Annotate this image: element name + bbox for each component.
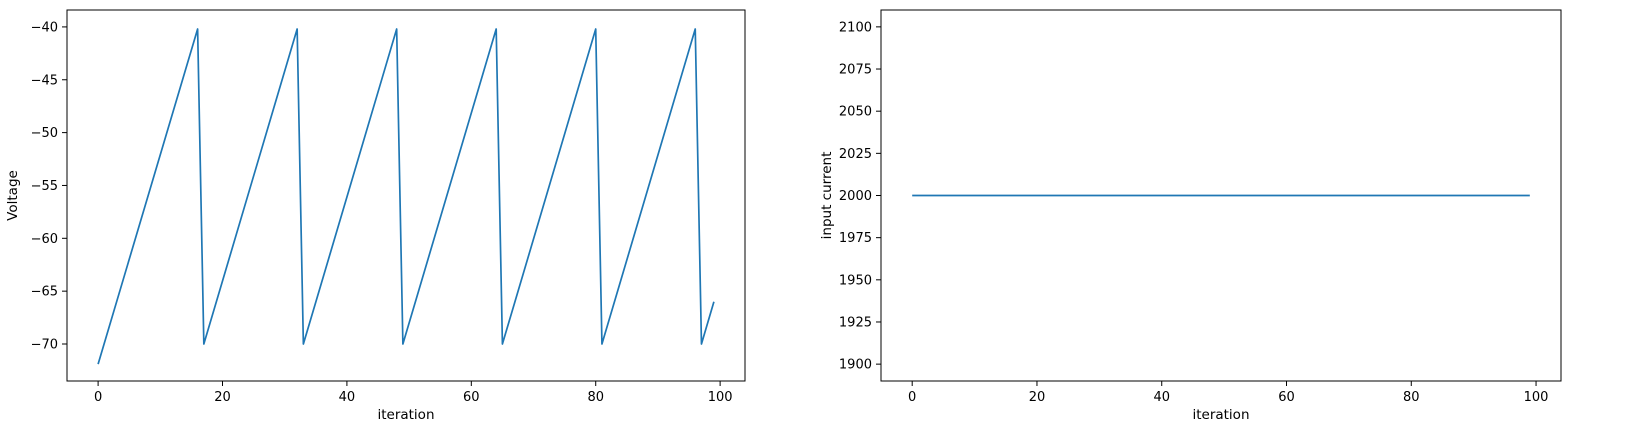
input-current-y-tick-label: 1925: [839, 315, 872, 330]
input-current-x-tick-label: 20: [1029, 390, 1046, 405]
input-current-y-axis-label: input current: [819, 152, 835, 240]
input-current-y-tick-label: 1975: [839, 231, 872, 246]
input-current-x-tick-label: 40: [1153, 390, 1170, 405]
voltage-plot-frame: [66, 9, 746, 382]
input-current-y-tick-label: 2050: [839, 105, 872, 120]
voltage-x-axis-label: iteration: [377, 407, 434, 423]
voltage-x-tick-label: 80: [587, 390, 604, 405]
voltage-x-tick-label: 20: [214, 390, 231, 405]
voltage-chart: 0 20 40 60 80 100 −70 −65 −60 −55 −50 −45 −40 itera…: [5, 9, 746, 423]
voltage-y-tick-label: −70: [31, 338, 58, 353]
input-current-x-axis: 0 20 40 60 80 100: [908, 381, 1548, 405]
voltage-y-axis: −70 −65 −60 −55 −50 −45 −40: [31, 20, 67, 353]
voltage-y-tick-label: −50: [31, 126, 58, 141]
voltage-x-tick-label: 0: [94, 390, 102, 405]
input-current-x-axis-label: iteration: [1192, 407, 1249, 423]
voltage-x-tick-label: 40: [339, 390, 356, 405]
input-current-y-axis: 1900 1925 1950 1975 2000 2025 2050 2075 2100: [839, 20, 881, 373]
input-current-y-tick-label: 2075: [839, 63, 872, 78]
input-current-y-tick-label: 2100: [839, 20, 872, 35]
input-current-y-tick-label: 1950: [839, 273, 872, 288]
voltage-series-line: [97, 28, 715, 365]
voltage-y-tick-label: −45: [31, 73, 58, 88]
voltage-y-tick-label: −65: [31, 285, 58, 300]
input-current-chart: 0 20 40 60 80 100 1900 1925 1950 1975 2000 2025 205…: [819, 9, 1562, 423]
voltage-y-tick-label: −60: [31, 232, 58, 247]
input-current-x-tick-label: 100: [1524, 390, 1549, 405]
voltage-y-tick-label: −40: [31, 20, 58, 35]
voltage-x-tick-label: 60: [463, 390, 480, 405]
input-current-x-tick-label: 80: [1403, 390, 1420, 405]
input-current-x-tick-label: 0: [908, 390, 916, 405]
input-current-y-tick-label: 1900: [839, 358, 872, 373]
voltage-y-axis-label: Voltage: [5, 170, 21, 221]
voltage-y-tick-label: −55: [31, 179, 58, 194]
voltage-series: [97, 28, 715, 365]
voltage-x-tick-label: 100: [708, 390, 733, 405]
input-current-y-tick-label: 2000: [839, 189, 872, 204]
input-current-y-tick-label: 2025: [839, 147, 872, 162]
input-current-x-tick-label: 60: [1278, 390, 1295, 405]
voltage-x-axis: 0 20 40 60 80 100: [94, 381, 733, 405]
